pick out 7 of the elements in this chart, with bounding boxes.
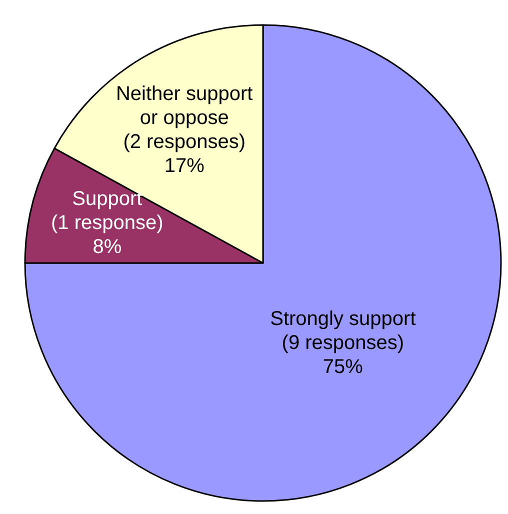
pie-slice [24, 24, 502, 502]
slice-label: Strongly support [270, 308, 416, 330]
data-label: (9 responses) 75% [282, 332, 404, 378]
data-label: (1 response) 8% [51, 212, 164, 258]
data-label: (2 responses) 17% [123, 131, 246, 178]
slice-label: Support [72, 188, 143, 210]
slice-label: Neither support or oppose [116, 83, 254, 130]
